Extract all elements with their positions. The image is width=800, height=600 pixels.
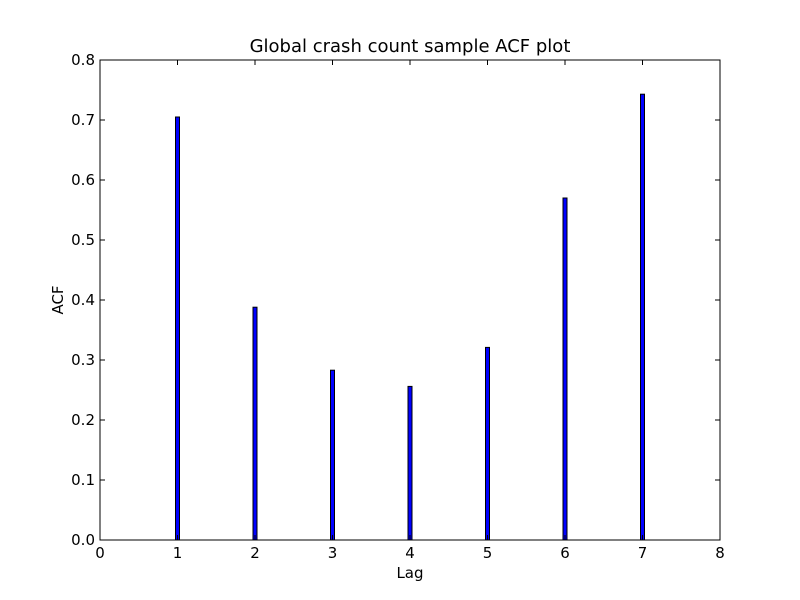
y-tick-label: 0.2 xyxy=(71,411,95,429)
x-tick-label: 6 xyxy=(560,544,570,562)
y-tick-label: 0.1 xyxy=(71,471,95,489)
bar-lag-2 xyxy=(252,306,258,541)
y-axis-label: ACF xyxy=(49,285,67,314)
x-tick-label: 5 xyxy=(483,544,493,562)
x-axis-label: Lag xyxy=(396,564,423,582)
y-tick-label: 0.8 xyxy=(71,51,95,69)
y-tick-label: 0.0 xyxy=(71,531,95,549)
bar-lag-5 xyxy=(485,346,490,541)
bar-lag-4 xyxy=(407,385,413,541)
plot-frame xyxy=(99,59,721,541)
chart-title: Global crash count sample ACF plot xyxy=(250,36,571,57)
y-tick-label: 0.4 xyxy=(71,291,95,309)
x-tick-label: 2 xyxy=(250,544,260,562)
y-tick-label: 0.7 xyxy=(71,111,95,129)
x-tick-label: 8 xyxy=(715,544,725,562)
bar-lag-7 xyxy=(640,93,645,541)
y-tick-label: 0.6 xyxy=(71,171,95,189)
x-tick-label: 0 xyxy=(95,544,105,562)
x-tick-label: 7 xyxy=(638,544,648,562)
x-tick-label: 3 xyxy=(328,544,338,562)
bar-lag-6 xyxy=(562,197,568,541)
bar-lag-1 xyxy=(175,116,180,541)
bar-lag-3 xyxy=(330,369,335,541)
x-tick-label: 1 xyxy=(173,544,183,562)
y-tick-label: 0.5 xyxy=(71,231,95,249)
bars-group xyxy=(175,93,645,541)
y-tick-label: 0.3 xyxy=(71,351,95,369)
x-tick-label: 4 xyxy=(405,544,415,562)
ticks-group: 0 1 2 3 4 5 6 7 8 0.0 0.1 0.2 0.3 0.4 0.5 0.6 0.7 0.8 xyxy=(71,51,725,562)
